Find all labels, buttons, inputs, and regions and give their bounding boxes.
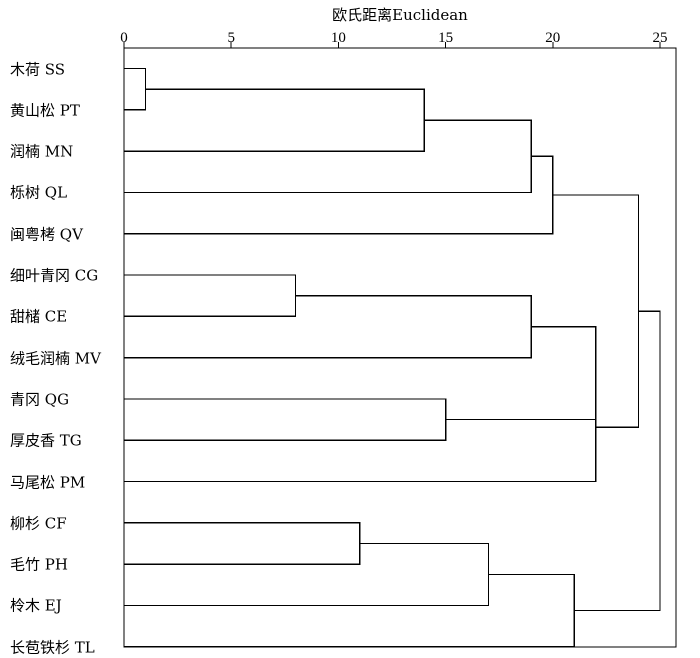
leaf-label: 闽粤栲 QV bbox=[10, 225, 83, 244]
leaf-label: 栎树 QL bbox=[10, 183, 68, 202]
leaf-label: 长苞铁杉 TL bbox=[10, 638, 95, 657]
dendrogram-branch bbox=[124, 67, 147, 111]
leaf-label: 黄山松 PT bbox=[10, 101, 80, 120]
leaf-label: 木荷 SS bbox=[10, 60, 66, 78]
plot-frame bbox=[123, 47, 677, 648]
tick-label: 20 bbox=[545, 30, 561, 46]
leaf-label: 绒毛润楠 MV bbox=[10, 349, 101, 368]
dendrogram-branch bbox=[124, 295, 533, 359]
tick-label: 15 bbox=[438, 30, 454, 46]
tick-label: 0 bbox=[120, 30, 128, 46]
dendrogram-branch bbox=[445, 325, 597, 421]
leaf-label: 润楠 MN bbox=[10, 142, 74, 161]
leaf-label: 柳杉 CF bbox=[10, 514, 67, 533]
leaf-label: 柃木 EJ bbox=[10, 596, 62, 615]
tick-label: 10 bbox=[330, 30, 346, 46]
dendrogram-branch bbox=[124, 522, 361, 565]
leaf-label: 青冈 QG bbox=[10, 390, 70, 409]
leaf-label: 毛竹 PH bbox=[10, 555, 68, 574]
leaf-label: 细叶青冈 CG bbox=[10, 266, 99, 285]
dendrogram-branch bbox=[124, 573, 575, 648]
dendrogram-branch bbox=[124, 274, 297, 317]
leaf-label: 甜槠 CE bbox=[10, 307, 68, 326]
dendrogram-branch bbox=[124, 542, 490, 607]
dendrogram-branch bbox=[124, 88, 425, 152]
dendrogram-branch bbox=[124, 398, 447, 441]
leaf-label: 马尾松 PM bbox=[10, 473, 86, 491]
dendrogram-branch bbox=[574, 310, 661, 612]
leaf-label: 厚皮香 TG bbox=[10, 431, 82, 450]
tick-label: 5 bbox=[227, 30, 235, 46]
dendrogram-branch bbox=[124, 155, 554, 235]
dendrogram-branch bbox=[124, 119, 533, 194]
axis-title: 欧氏距离Euclidean bbox=[332, 6, 468, 24]
dendrogram-branch bbox=[124, 373, 597, 483]
tick-label: 25 bbox=[652, 30, 668, 46]
